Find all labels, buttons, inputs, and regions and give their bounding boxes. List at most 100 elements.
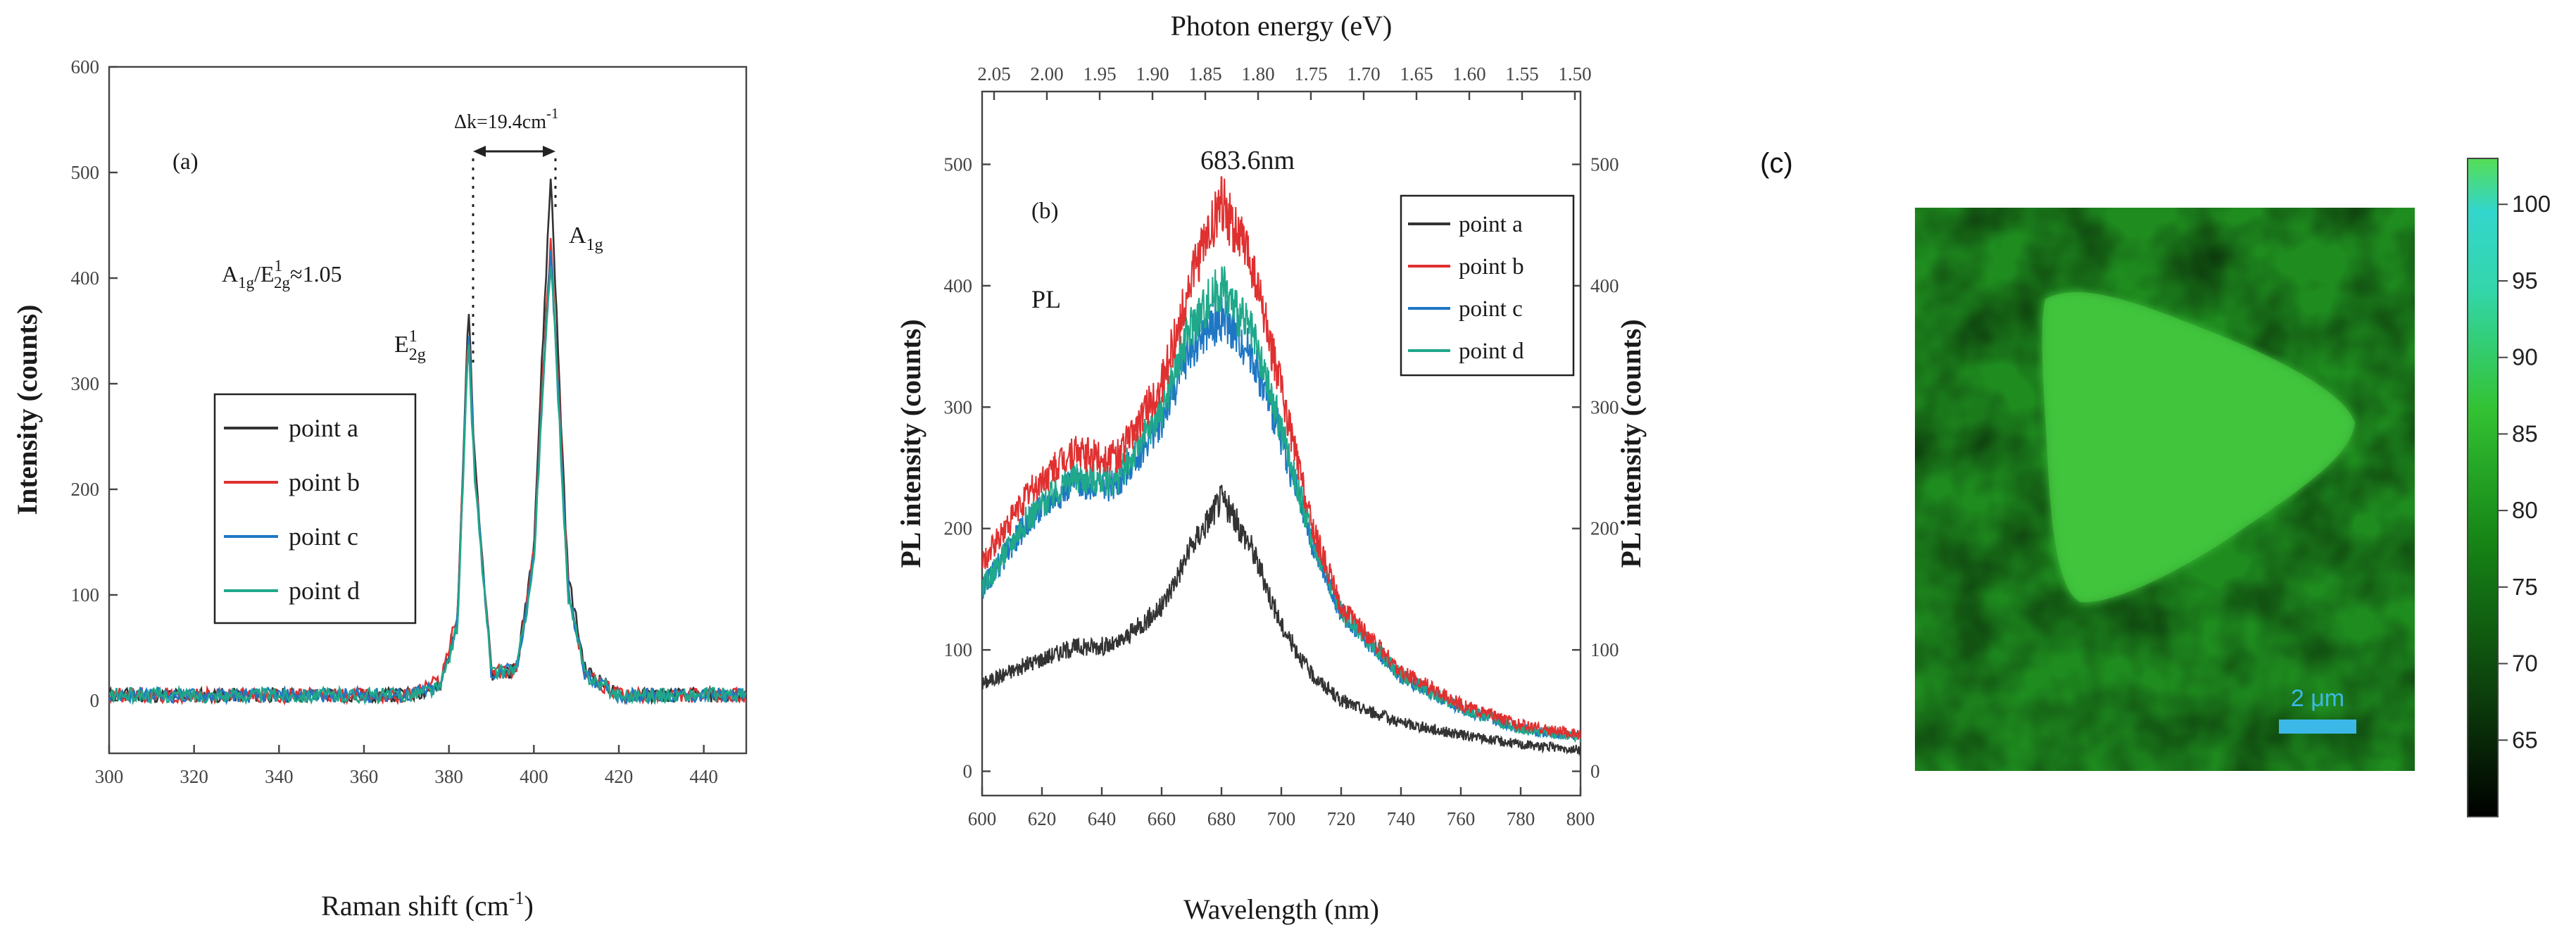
- panel-label-a: (a): [172, 149, 199, 175]
- dk-label: Δk=19.4cm-1: [454, 105, 559, 133]
- pl-x-tick-label: 600: [968, 808, 997, 829]
- pl-y-tick-label-right: 500: [1590, 153, 1619, 175]
- pl-top-tick-label: 1.70: [1347, 63, 1380, 84]
- pl-y-tick-label-right: 200: [1590, 518, 1619, 539]
- pl-legend-label: point c: [1459, 296, 1523, 322]
- pl-top-tick-label: 2.05: [977, 63, 1010, 84]
- raman-x-tick-label: 360: [350, 766, 379, 787]
- raman-legend-label: point b: [289, 468, 360, 496]
- pl-y-tick-label: 0: [963, 761, 973, 782]
- dk-arrow-head-left: [473, 146, 486, 157]
- colorbar-tick-label: 65: [2512, 727, 2538, 753]
- pl-x-axis-label: Wavelength (nm): [1183, 893, 1379, 925]
- raman-x-tick-label: 320: [180, 766, 208, 787]
- colorbar-tick-label: 90: [2512, 344, 2538, 370]
- pl-x-tick-label: 680: [1207, 808, 1236, 829]
- pl-top-tick-label: 2.00: [1030, 63, 1063, 84]
- pl-y-tick-label: 300: [944, 396, 973, 417]
- colorbar-tick-label: 100: [2512, 191, 2551, 217]
- pl-y-axis-label-right: PL intensity (counts): [1615, 319, 1647, 567]
- colorbar: 100 95 90 85 80 75 70 65: [2467, 158, 2551, 817]
- raman-legend: point a point b point c point d: [213, 393, 417, 624]
- map-image: 2 μm: [1915, 208, 2415, 771]
- pl-y-tick-label: 200: [944, 518, 973, 539]
- pl-series-point-d: [982, 266, 1581, 743]
- pl-top-tick-label: 1.60: [1452, 63, 1485, 84]
- pl-top-tick-label: 1.50: [1558, 63, 1591, 84]
- panel-label-c: (c): [1760, 148, 1793, 179]
- pl-y-tick-label-right: 100: [1590, 639, 1619, 660]
- pl-intensity-map: (c) 2 μm 100 95 90 85 80 75 70 65: [1760, 148, 2551, 817]
- colorbar-tick-label: 70: [2512, 651, 2538, 677]
- raman-series-point-c: [109, 251, 746, 705]
- raman-x-tick-label: 340: [265, 766, 294, 787]
- pl-top-tick-label: 1.55: [1505, 63, 1538, 84]
- raman-series-point-a: [109, 178, 746, 705]
- raman-chart: 300 320 340 360 380 400 420 440 0 100 200 300 400 500…: [11, 56, 748, 922]
- raman-series-point-b: [109, 238, 746, 706]
- scale-bar-label: 2 μm: [2291, 685, 2344, 712]
- pl-y-tick-label-right: 400: [1590, 275, 1619, 296]
- raman-legend-label: point d: [289, 577, 360, 605]
- pl-top-tick-label: 1.75: [1294, 63, 1327, 84]
- raman-x-tick-label: 300: [95, 766, 124, 787]
- pl-x-tick-label: 740: [1387, 808, 1416, 829]
- a1g-peak-label: A1g: [569, 222, 603, 254]
- pl-x-tick-label: 720: [1327, 808, 1356, 829]
- raman-y-axis-label: Intensity (counts): [11, 305, 43, 515]
- peak-wavelength-label: 683.6nm: [1200, 146, 1295, 175]
- pl-legend-label: point a: [1459, 212, 1523, 237]
- pl-top-tick-label: 1.85: [1188, 63, 1221, 84]
- raman-y-tick-label: 500: [71, 162, 100, 183]
- raman-y-tick-label: 0: [90, 690, 100, 711]
- pl-x-tick-label: 620: [1028, 808, 1057, 829]
- raman-x-tick-label: 420: [605, 766, 634, 787]
- colorbar-tick-label: 85: [2512, 420, 2538, 446]
- scale-bar: [2279, 720, 2356, 734]
- pl-x-tick-label: 800: [1566, 808, 1595, 829]
- pl-series-point-a: [982, 484, 1581, 757]
- raman-x-tick-label: 440: [689, 766, 718, 787]
- e2g-peak-label: E1 2g: [394, 327, 426, 364]
- ratio-label: A1g/E1 2g≈1.05: [222, 257, 342, 291]
- pl-y-tick-label: 100: [944, 639, 973, 660]
- raman-plot-frame: [108, 65, 748, 755]
- pl-legend: point a point b point c point d: [1400, 194, 1575, 377]
- pl-top-axis-label: Photon energy (eV): [1171, 10, 1393, 42]
- pl-x-tick-label: 700: [1267, 808, 1296, 829]
- pl-top-tick-label: 1.90: [1136, 63, 1169, 84]
- pl-y-tick-label: 400: [944, 275, 973, 296]
- raman-y-tick-label: 600: [71, 56, 100, 77]
- dk-arrow-head-right: [543, 146, 555, 157]
- colorbar-tick-label: 95: [2512, 268, 2538, 294]
- pl-x-tick-label: 760: [1447, 808, 1476, 829]
- raman-y-tick-label: 100: [71, 584, 100, 605]
- pl-legend-label: point d: [1459, 339, 1524, 364]
- colorbar-tick-label: 80: [2512, 497, 2538, 523]
- pl-y-axis-label: PL intensity (counts): [895, 319, 926, 567]
- pl-x-tick-label: 660: [1148, 808, 1176, 829]
- pl-x-tick-label: 780: [1507, 808, 1535, 829]
- pl-label: PL: [1031, 285, 1061, 313]
- pl-legend-label: point b: [1459, 254, 1524, 280]
- raman-x-tick-label: 380: [434, 766, 463, 787]
- raman-y-tick-label: 200: [71, 479, 100, 500]
- raman-y-tick-label: 300: [71, 373, 100, 394]
- pl-y-tick-label-right: 300: [1590, 396, 1619, 417]
- pl-y-tick-label-right: 0: [1590, 761, 1600, 782]
- raman-legend-label: point a: [289, 414, 358, 442]
- pl-top-tick-label: 1.80: [1241, 63, 1274, 84]
- pl-series-point-b: [982, 176, 1581, 740]
- pl-top-tick-label: 1.95: [1083, 63, 1116, 84]
- raman-legend-label: point c: [289, 522, 358, 551]
- raman-y-tick-label: 400: [71, 268, 100, 289]
- raman-x-tick-label: 400: [520, 766, 548, 787]
- raman-series-point-d: [109, 267, 746, 706]
- pl-x-tick-label: 640: [1088, 808, 1117, 829]
- pl-y-tick-label: 500: [944, 153, 973, 175]
- colorbar-tick-label: 75: [2512, 574, 2538, 600]
- raman-x-axis-label: Raman shift (cm-1): [321, 888, 534, 922]
- panel-label-b: (b): [1031, 199, 1058, 224]
- pl-top-tick-label: 1.65: [1400, 63, 1433, 84]
